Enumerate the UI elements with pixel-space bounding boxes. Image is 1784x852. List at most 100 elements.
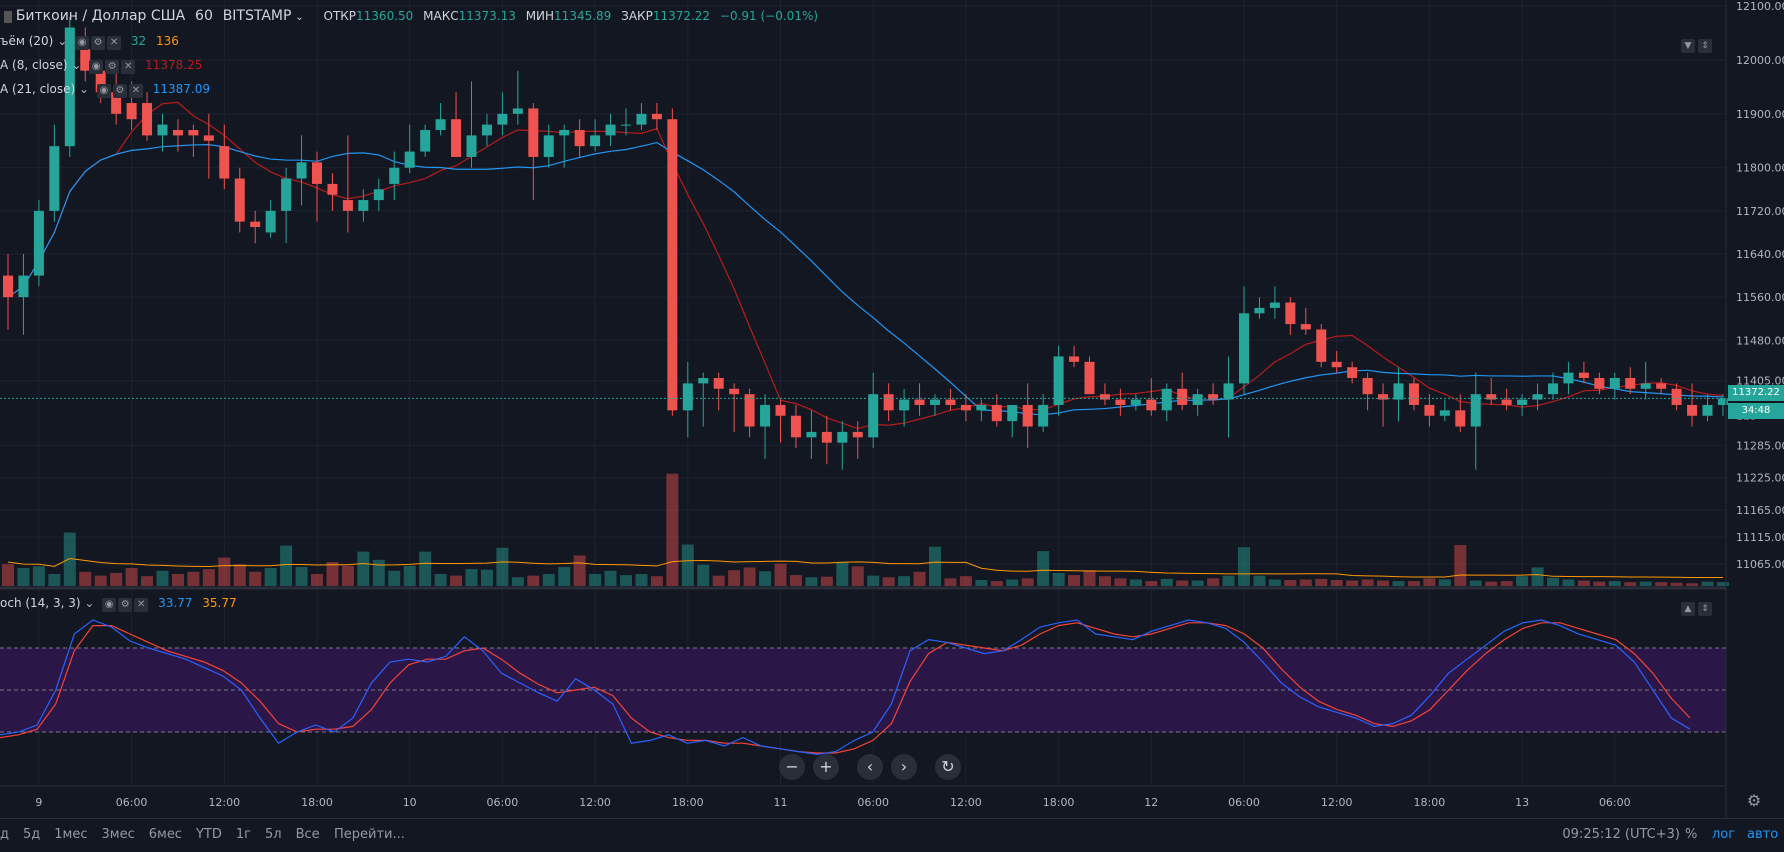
range-3[interactable]: 3мес <box>101 827 135 842</box>
countdown-tag: 34:48 <box>1728 403 1784 419</box>
range-2[interactable]: 1мес <box>54 827 88 842</box>
volume-bar <box>94 575 107 586</box>
chart-canvas[interactable]: 12100.00 12000.00 11900.00 11800.00 11720.00… <box>0 0 1784 818</box>
time-tick-label: 9 <box>35 796 42 809</box>
stoch-k-line <box>0 619 1691 756</box>
candle <box>142 92 153 141</box>
last-price-tag: 11372.22 <box>1728 385 1784 401</box>
range-4[interactable]: 6мес <box>148 827 182 842</box>
candle <box>713 372 724 411</box>
stoch-pane-buttons[interactable]: ▲ ⇕ <box>1678 596 1712 616</box>
candle <box>1486 378 1497 405</box>
candle <box>1316 324 1327 368</box>
volume-legend[interactable]: ъём (20) ⌄ ◉ ⚙ ✕ 32 136 <box>0 33 179 50</box>
range-0[interactable]: д <box>0 827 9 842</box>
candle <box>1022 383 1033 449</box>
volume-bar <box>990 581 1003 586</box>
auto-toggle[interactable]: авто <box>1747 827 1779 842</box>
volume-bar <box>527 575 540 586</box>
exchange[interactable]: BITSTAMP <box>222 8 292 24</box>
clock[interactable]: 09:25:12 (UTC+3) <box>1562 827 1680 842</box>
candle <box>837 421 848 470</box>
gear-icon: ⚙ <box>118 598 133 612</box>
candle <box>435 103 446 136</box>
candle <box>806 410 817 459</box>
volume-bar <box>295 566 308 586</box>
volume-bar <box>851 566 864 586</box>
zoom-in-button[interactable]: + <box>813 754 839 780</box>
candle <box>590 119 601 152</box>
volume-ma <box>7 558 1723 579</box>
price-tick-label: 11225.00 <box>1736 472 1784 485</box>
candle <box>1424 394 1435 427</box>
candle <box>1702 394 1713 422</box>
volume-bar <box>1222 575 1235 586</box>
volume-bar <box>511 577 524 586</box>
ma8-line <box>7 101 1723 430</box>
time-tick-label: 06:00 <box>1228 796 1260 809</box>
main-pane-buttons[interactable]: ▼ ⇕ <box>1678 33 1712 53</box>
candle <box>1285 297 1296 335</box>
candle <box>64 16 75 157</box>
volume-bar <box>1577 580 1590 586</box>
volume-bar <box>372 559 385 586</box>
candle <box>744 388 755 438</box>
candle <box>1084 356 1095 395</box>
volume-bar <box>650 576 663 586</box>
volume-bar <box>419 551 432 586</box>
interval[interactable]: 60 <box>195 8 213 24</box>
scroll-left-button[interactable]: ‹ <box>857 754 883 780</box>
close-icon: ✕ <box>128 84 143 98</box>
range-7[interactable]: 5л <box>264 827 282 842</box>
volume-bar <box>542 574 555 586</box>
symbol-name[interactable]: Биткоин / Доллар США <box>15 8 186 24</box>
volume-bar <box>141 576 154 586</box>
volume-bar <box>17 568 30 586</box>
bottom-toolbar: д 5д 1мес 3мес 6мес YTD 1г 5л Все Перейти... 09:… <box>0 818 1784 852</box>
change-value: −0.91 (−0.01%) <box>719 9 819 23</box>
reset-button[interactable]: ↻ <box>935 754 961 780</box>
candle <box>234 167 245 233</box>
chart-nav[interactable]: − + ‹ › ↻ <box>779 754 961 780</box>
range-8[interactable]: Все <box>295 827 320 842</box>
price-tick-label: 11800.00 <box>1736 162 1784 175</box>
ma8-legend[interactable]: A (8, close) ⌄ ◉ ⚙ ✕ 11378.25 <box>0 57 202 74</box>
volume-bar <box>836 562 849 586</box>
candle <box>1609 372 1620 400</box>
range-1[interactable]: 5д <box>23 827 41 842</box>
candle <box>1439 399 1450 422</box>
percent-toggle[interactable]: % <box>1685 827 1698 842</box>
volume-value-1: 32 <box>130 34 147 48</box>
volume-bar <box>589 574 602 586</box>
candle <box>1671 383 1682 411</box>
time-tick-label: 18:00 <box>672 796 704 809</box>
candle <box>18 254 29 335</box>
volume-bar <box>1207 578 1220 586</box>
candle <box>1208 383 1219 405</box>
volume-bar <box>79 571 92 586</box>
ma21-legend[interactable]: A (21, close) ⌄ ◉ ⚙ ✕ 11387.09 <box>0 81 210 98</box>
time-tick-label: 18:00 <box>1043 796 1075 809</box>
volume-bar <box>1670 582 1683 586</box>
ma8-label: A (8, close) <box>0 58 68 72</box>
volume-bar <box>1191 580 1204 586</box>
volume-bar <box>1454 545 1467 586</box>
scroll-right-button[interactable]: › <box>891 754 917 780</box>
range-5[interactable]: YTD <box>195 827 222 842</box>
volume-bar <box>1608 581 1621 586</box>
candle <box>1347 361 1358 384</box>
candle <box>930 394 940 416</box>
zoom-out-button[interactable]: − <box>779 754 805 780</box>
ma8-value: 11378.25 <box>145 58 203 72</box>
log-toggle[interactable]: лог <box>1712 827 1736 842</box>
stoch-legend[interactable]: och (14, 3, 3) ⌄ ◉ ⚙ ✕ 33.77 35.77 <box>0 595 237 612</box>
range-6[interactable]: 1г <box>235 827 251 842</box>
candle <box>49 124 60 222</box>
volume-bar <box>280 545 293 586</box>
goto-button[interactable]: Перейти... <box>334 827 405 842</box>
time-tick-label: 12 <box>1144 796 1158 809</box>
candle <box>1408 378 1419 411</box>
volume-bar <box>743 567 756 586</box>
candle <box>1470 372 1481 470</box>
volume-bar <box>959 576 972 586</box>
